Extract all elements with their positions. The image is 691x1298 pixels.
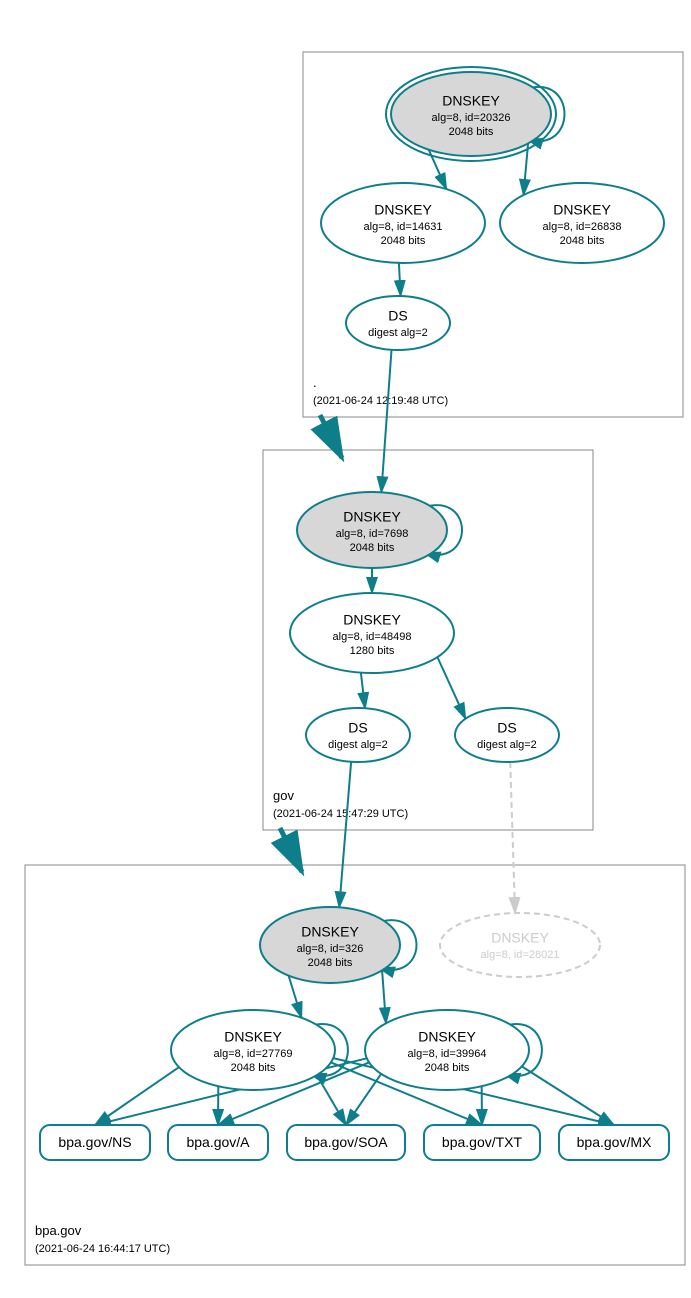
node-line2: alg=8, id=7698 bbox=[336, 528, 409, 540]
node-line3: 2048 bits bbox=[449, 126, 494, 138]
rr-label: bpa.gov/SOA bbox=[304, 1134, 388, 1150]
node-line2: alg=8, id=39964 bbox=[408, 1048, 487, 1060]
node-gov_ksk: DNSKEY alg=8, id=7698 2048 bits bbox=[297, 492, 447, 568]
node-title: DS bbox=[388, 308, 407, 324]
zone-timestamp-bpa: (2021-06-24 16:44:17 UTC) bbox=[35, 1243, 170, 1255]
node-title: DNSKEY bbox=[374, 202, 432, 218]
dnssec-diagram: . (2021-06-24 12:19:48 UTC) gov (2021-06-24… bbox=[10, 10, 691, 1288]
node-bpa_ksk: DNSKEY alg=8, id=326 2048 bits bbox=[260, 907, 400, 983]
node-line3: 1280 bits bbox=[350, 645, 395, 657]
rr-label: bpa.gov/A bbox=[186, 1134, 250, 1150]
zone-label-root: . bbox=[313, 375, 317, 390]
node-line2: digest alg=2 bbox=[477, 739, 537, 751]
node-title: DS bbox=[497, 720, 516, 736]
node-line2: alg=8, id=27769 bbox=[214, 1048, 293, 1060]
node-root_zsk1: DNSKEY alg=8, id=14631 2048 bits bbox=[321, 183, 485, 263]
node-bpa_ghost: DNSKEY alg=8, id=28021 bbox=[440, 913, 600, 977]
node-root_zsk2: DNSKEY alg=8, id=26838 2048 bits bbox=[500, 183, 664, 263]
node-root_ds: DS digest alg=2 bbox=[346, 296, 450, 350]
node-title: DNSKEY bbox=[343, 509, 401, 525]
edge-bpa_zsk2-rr4 bbox=[522, 1066, 614, 1125]
node-line3: 2048 bits bbox=[231, 1062, 276, 1074]
rr-rr_ns: bpa.gov/NS bbox=[40, 1125, 150, 1160]
node-gov_zsk: DNSKEY alg=8, id=48498 1280 bits bbox=[290, 593, 454, 673]
zone-arrow-0 bbox=[320, 415, 342, 458]
node-line2: alg=8, id=20326 bbox=[432, 112, 511, 124]
node-title: DNSKEY bbox=[442, 93, 500, 109]
node-line2: alg=8, id=48498 bbox=[333, 631, 412, 643]
zone-timestamp-gov: (2021-06-24 15:47:29 UTC) bbox=[273, 808, 408, 820]
node-line2: alg=8, id=28021 bbox=[481, 949, 560, 961]
node-line3: 2048 bits bbox=[350, 542, 395, 554]
rr-label: bpa.gov/MX bbox=[577, 1134, 652, 1150]
node-title: DNSKEY bbox=[418, 1029, 476, 1045]
edge-gov_ds1-bpa_ksk bbox=[339, 762, 351, 908]
edge-bpa_zsk2-rr2 bbox=[346, 1074, 381, 1125]
node-bpa_zsk2: DNSKEY alg=8, id=39964 2048 bits bbox=[365, 1010, 529, 1090]
node-bpa_zsk1: DNSKEY alg=8, id=27769 2048 bits bbox=[171, 1010, 335, 1090]
edge-root_ds-gov_ksk bbox=[381, 350, 391, 493]
edge-gov_ds2-bpa_ghost bbox=[510, 762, 515, 913]
node-line3: 2048 bits bbox=[425, 1062, 470, 1074]
node-title: DNSKEY bbox=[343, 612, 401, 628]
rr-rr_mx: bpa.gov/MX bbox=[559, 1125, 669, 1160]
node-line3: 2048 bits bbox=[308, 957, 353, 969]
zone-label-gov: gov bbox=[273, 788, 294, 803]
rr-rr_soa: bpa.gov/SOA bbox=[287, 1125, 405, 1160]
node-line2: alg=8, id=326 bbox=[297, 943, 364, 955]
node-title: DS bbox=[348, 720, 367, 736]
zone-timestamp-root: (2021-06-24 12:19:48 UTC) bbox=[313, 395, 448, 407]
node-title: DNSKEY bbox=[301, 924, 359, 940]
edge-bpa_ksk-bpa_zsk2 bbox=[382, 970, 386, 1023]
node-line3: 2048 bits bbox=[560, 235, 605, 247]
node-root_ksk: DNSKEY alg=8, id=20326 2048 bits bbox=[386, 67, 556, 161]
rr-label: bpa.gov/NS bbox=[58, 1134, 131, 1150]
node-line3: 2048 bits bbox=[381, 235, 426, 247]
node-line2: digest alg=2 bbox=[328, 739, 388, 751]
node-gov_ds1: DS digest alg=2 bbox=[306, 708, 410, 762]
edge-gov_zsk-gov_ds2 bbox=[437, 657, 465, 719]
rr-rr_a: bpa.gov/A bbox=[168, 1125, 268, 1160]
rr-rr_txt: bpa.gov/TXT bbox=[424, 1125, 540, 1160]
edge-gov_zsk-gov_ds1 bbox=[361, 673, 365, 709]
node-line2: digest alg=2 bbox=[368, 327, 428, 339]
rr-label: bpa.gov/TXT bbox=[442, 1134, 523, 1150]
edge-root_zsk1-root_ds bbox=[399, 263, 401, 296]
node-line2: alg=8, id=26838 bbox=[543, 221, 622, 233]
node-title: DNSKEY bbox=[553, 202, 611, 218]
node-title: DNSKEY bbox=[224, 1029, 282, 1045]
node-gov_ds2: DS digest alg=2 bbox=[455, 708, 559, 762]
node-title: DNSKEY bbox=[491, 930, 549, 946]
node-line2: alg=8, id=14631 bbox=[364, 221, 443, 233]
zone-label-bpa: bpa.gov bbox=[35, 1223, 82, 1238]
edge-bpa_ksk-bpa_zsk1 bbox=[289, 976, 302, 1018]
edge-bpa_zsk1-rr0 bbox=[95, 1067, 179, 1125]
